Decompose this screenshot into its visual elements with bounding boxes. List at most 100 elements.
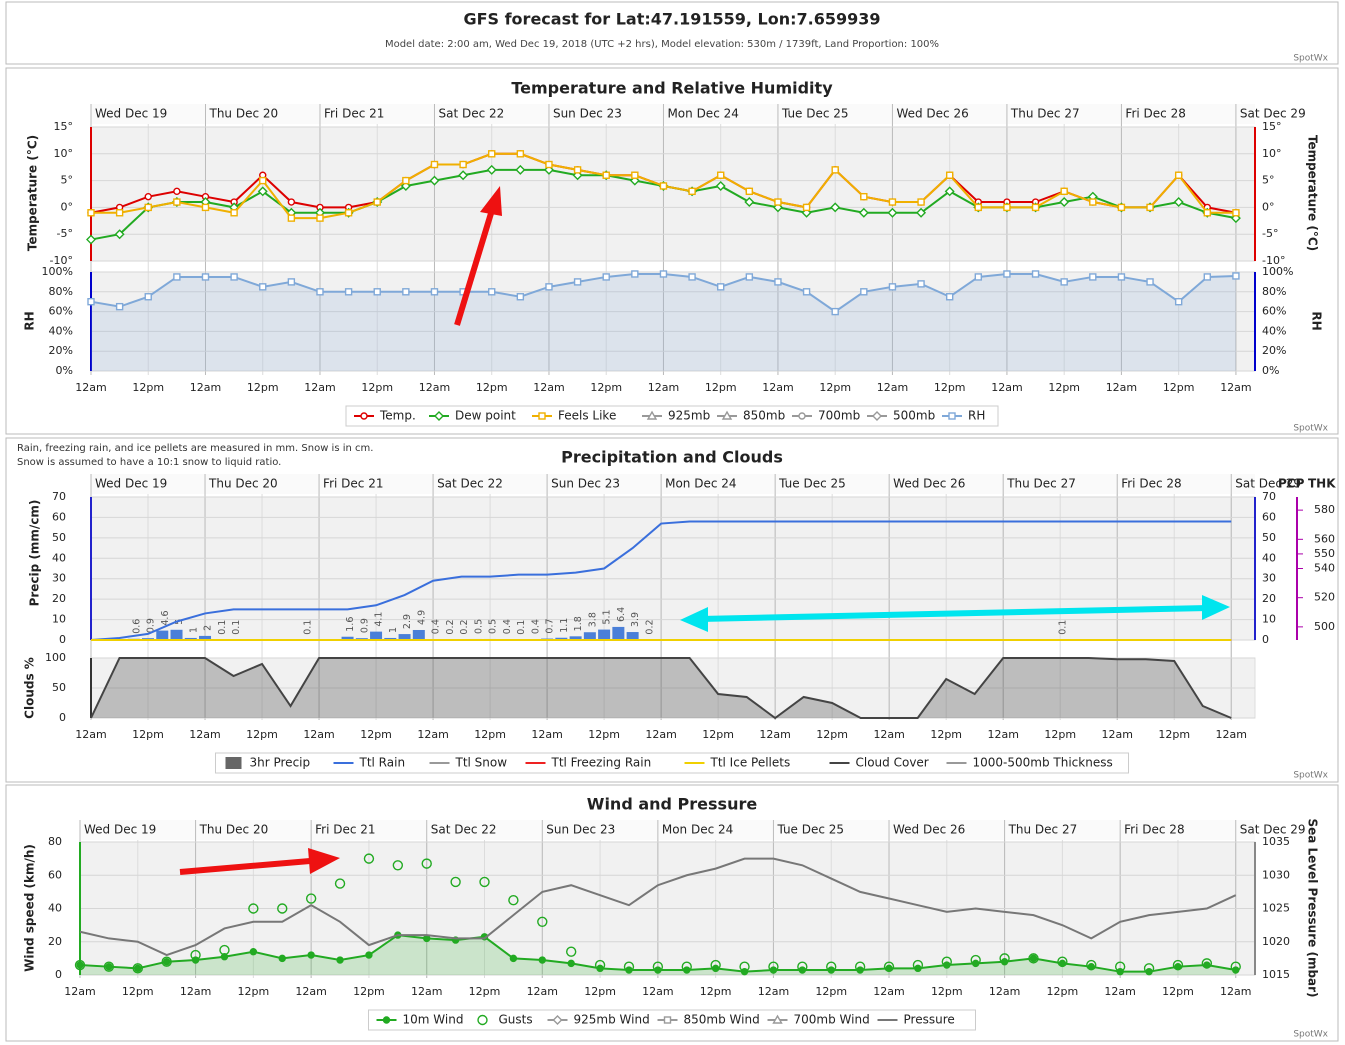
y-tick-label: 0 [55, 968, 62, 981]
y-tick-label: 20 [48, 935, 62, 948]
axis-title: RH [23, 311, 37, 330]
y-tick-label: 40 [52, 551, 66, 564]
x-tick-label: 12pm [1047, 985, 1079, 998]
point [717, 171, 725, 179]
value-label: 5.1 [602, 609, 613, 624]
legend-label: 700mb [818, 409, 860, 423]
point [887, 207, 898, 218]
x-tick-label: 12pm [1044, 728, 1076, 741]
point [488, 150, 496, 158]
day-label: Fri Dec 28 [1125, 107, 1185, 121]
point [305, 893, 317, 904]
point [1114, 961, 1126, 972]
y-tick-label: 30 [1262, 572, 1276, 585]
point [508, 894, 519, 906]
point [277, 903, 288, 914]
bar [199, 635, 212, 640]
legend-label: 1000-500mb Thickness [973, 756, 1113, 770]
point [402, 288, 410, 296]
y-tick-label: 0% [1262, 364, 1279, 377]
day-band [91, 474, 1255, 494]
y-tick-label: 5° [61, 174, 74, 187]
y-tick-label: 50 [52, 531, 66, 544]
axis-title: Temperature (°C) [26, 135, 40, 251]
point [87, 298, 95, 306]
point [623, 961, 635, 972]
legend-marker [552, 1015, 563, 1025]
legend-label: 850mb Wind [684, 1013, 760, 1027]
point [421, 858, 432, 869]
day-label: Wed Dec 19 [95, 477, 167, 491]
legend-label: Feels Like [558, 409, 616, 423]
value-label: 0.5 [473, 619, 484, 634]
value-label: 0.5 [488, 619, 499, 634]
point [74, 959, 86, 971]
point [1031, 203, 1040, 212]
value-label: 0.1 [231, 620, 242, 635]
axis-title: Sea Level Pressure (mbar) [1306, 818, 1320, 997]
x-tick-label: 12am [991, 381, 1022, 394]
axis-title: RH [1310, 311, 1324, 330]
point [219, 944, 230, 956]
arrow-head [680, 607, 708, 632]
point [545, 160, 553, 169]
x-tick-label: 12am [531, 728, 562, 741]
day-band [91, 104, 1255, 124]
point [573, 278, 582, 286]
x-tick-label: 12am [64, 985, 95, 998]
point [1117, 203, 1126, 212]
legend-marker [663, 1016, 672, 1024]
point [1172, 959, 1184, 971]
point [1173, 197, 1184, 208]
point [249, 948, 258, 956]
value-label: 1.6 [345, 617, 356, 632]
point [1143, 963, 1155, 974]
point [230, 273, 238, 281]
x-tick-label: 12pm [588, 728, 620, 741]
point [459, 160, 467, 169]
point [373, 198, 381, 206]
day-label: Thu Dec 27 [1008, 823, 1078, 837]
value-label: 1.8 [573, 616, 584, 631]
point [1031, 270, 1040, 278]
x-tick-label: 12am [1220, 381, 1251, 394]
x-tick-label: 12am [189, 728, 220, 741]
day-label: Thu Dec 27 [1006, 477, 1076, 491]
point [802, 288, 811, 296]
y-tick-label: 100% [1262, 265, 1293, 278]
axis-title: PCP [1278, 477, 1305, 491]
series-line [90, 657, 1232, 720]
point [373, 288, 381, 296]
bar [370, 631, 383, 640]
legend-label: 925mb [668, 409, 710, 423]
y-tick-label: 60 [52, 510, 66, 523]
legend-box [215, 752, 1129, 774]
point [259, 176, 267, 185]
point [1059, 197, 1070, 208]
point [715, 180, 726, 191]
point [888, 283, 897, 291]
point [917, 280, 925, 288]
point [1060, 278, 1068, 286]
point [287, 198, 296, 206]
y-tick-label: 1035 [1262, 835, 1290, 848]
x-tick-label: 12pm [238, 985, 270, 998]
x-tick-label: 12am [75, 728, 106, 741]
x-tick-label: 12pm [361, 381, 393, 394]
legend-marker [538, 412, 546, 420]
legend-marker [721, 410, 733, 420]
y-tick-label: 15° [1262, 120, 1282, 133]
arrow-head [308, 848, 340, 874]
point [1146, 203, 1154, 212]
day-label: Mon Dec 24 [662, 823, 733, 837]
y-tick-label: 70 [1262, 490, 1276, 503]
point [1146, 278, 1154, 286]
value-label: 4.6 [160, 610, 171, 625]
point [858, 207, 869, 218]
y-tick-label: 10° [54, 147, 74, 160]
x-tick-label: 12am [75, 381, 106, 394]
day-label: Wed Dec 26 [896, 107, 968, 121]
legend-box [345, 405, 999, 427]
point [745, 187, 754, 196]
point [248, 903, 259, 914]
